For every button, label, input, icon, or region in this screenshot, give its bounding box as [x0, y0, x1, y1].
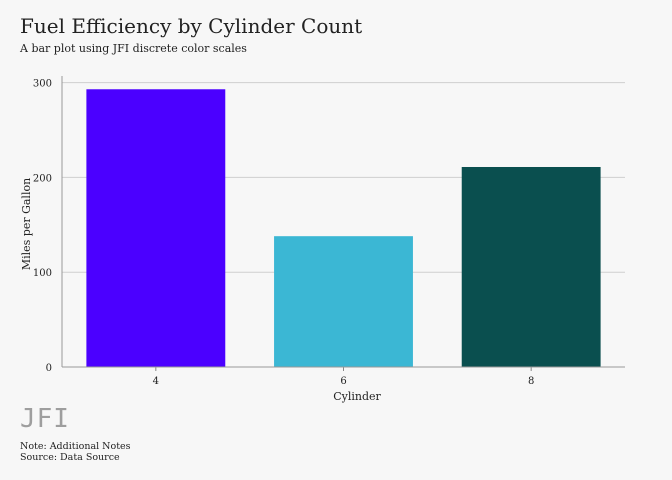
y-tick-label: 0 — [46, 363, 52, 374]
chart-subtitle: A bar plot using JFI discrete color scal… — [20, 42, 247, 55]
x-tick-label: 6 — [340, 376, 346, 387]
footer-note: Note: Additional Notes — [20, 441, 131, 452]
bar-6 — [274, 236, 413, 367]
bar-4 — [86, 89, 226, 367]
x-axis-label: Cylinder — [333, 390, 381, 403]
bars — [86, 89, 601, 367]
chart-title: Fuel Efficiency by Cylinder Count — [20, 14, 363, 38]
jfi-logo: JFI — [20, 404, 70, 434]
footer-source: Source: Data Source — [20, 452, 120, 463]
y-tick-label: 300 — [33, 79, 52, 90]
y-tick-label: 200 — [33, 173, 52, 184]
x-tick-label: 8 — [528, 376, 534, 387]
bar-8 — [461, 166, 601, 367]
y-axis-label: Miles per Gallon — [20, 178, 33, 270]
y-tick-label: 100 — [33, 268, 52, 279]
axes: 0 100 200 300 4 6 8 — [33, 76, 625, 387]
x-tick-label: 4 — [153, 376, 159, 387]
